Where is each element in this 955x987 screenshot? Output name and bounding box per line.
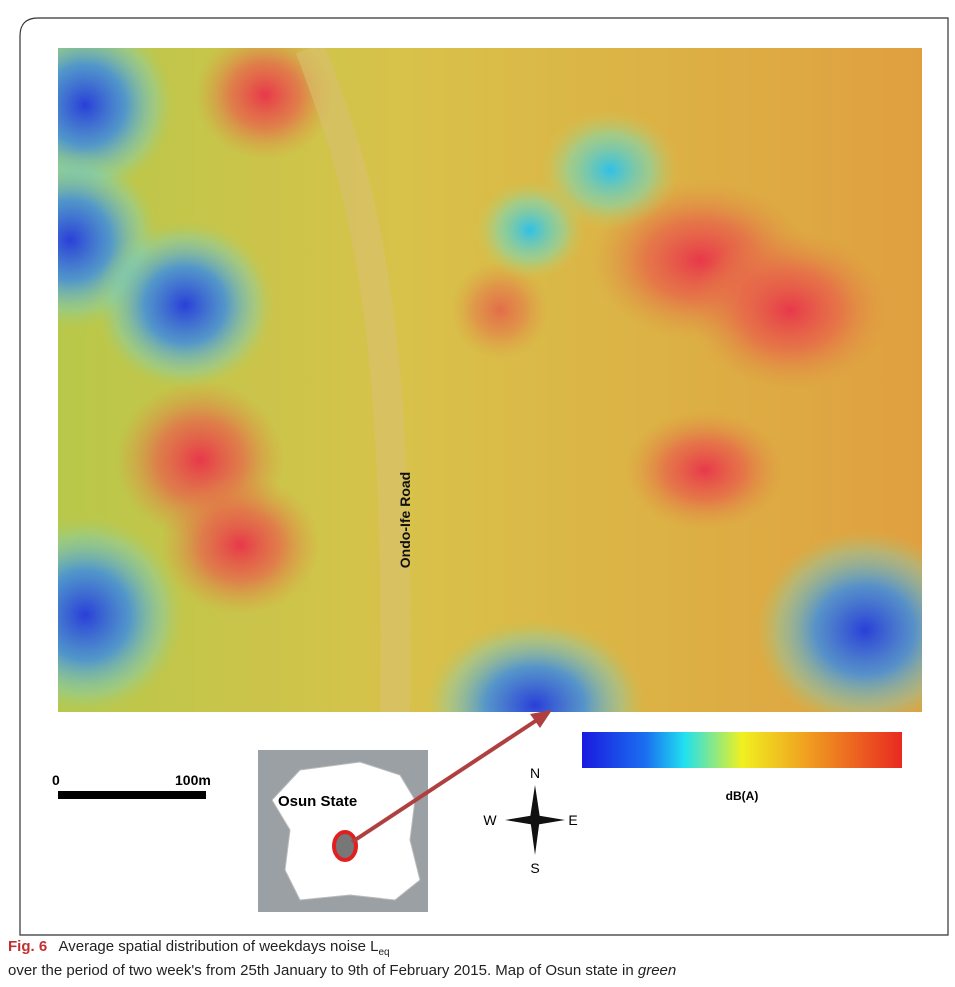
caption-line2: over the period of two week's from 25th … — [8, 962, 676, 979]
inset-marker — [334, 832, 356, 860]
colorbar: dB(A) — [582, 732, 902, 803]
compass-e: E — [568, 812, 577, 828]
scale-start: 0 — [52, 772, 60, 788]
scale-bar: 0 100m — [52, 772, 211, 799]
caption-subscript: eq — [378, 947, 389, 958]
noise-map: Ondo-Ife Road — [0, 15, 955, 790]
road-label: Ondo-Ife Road — [397, 472, 413, 568]
compass-w: W — [483, 812, 497, 828]
page: 406080100120 Ondo-Ife Road 0 100m Osun S… — [0, 0, 955, 987]
figure: 406080100120 Ondo-Ife Road 0 100m Osun S… — [0, 0, 955, 987]
caption-text-after: over the period of two week's from 25th … — [8, 962, 638, 979]
colorbar-label: dB(A) — [726, 789, 759, 803]
inset-label: Osun State — [278, 793, 357, 810]
inset-map: Osun State — [258, 750, 428, 912]
compass: N S W E — [483, 765, 577, 876]
caption-emphasis: green — [638, 962, 676, 979]
compass-n: N — [530, 765, 540, 781]
compass-s: S — [530, 860, 539, 876]
scale-end: 100m — [175, 772, 211, 788]
scale-rect — [58, 791, 206, 799]
caption-number: Fig. 6 — [8, 938, 47, 955]
caption: Fig. 6 Average spatial distribution of w… — [8, 938, 390, 958]
colorbar-gradient — [582, 732, 902, 768]
caption-text: Average spatial distribution of weekdays… — [59, 938, 379, 955]
